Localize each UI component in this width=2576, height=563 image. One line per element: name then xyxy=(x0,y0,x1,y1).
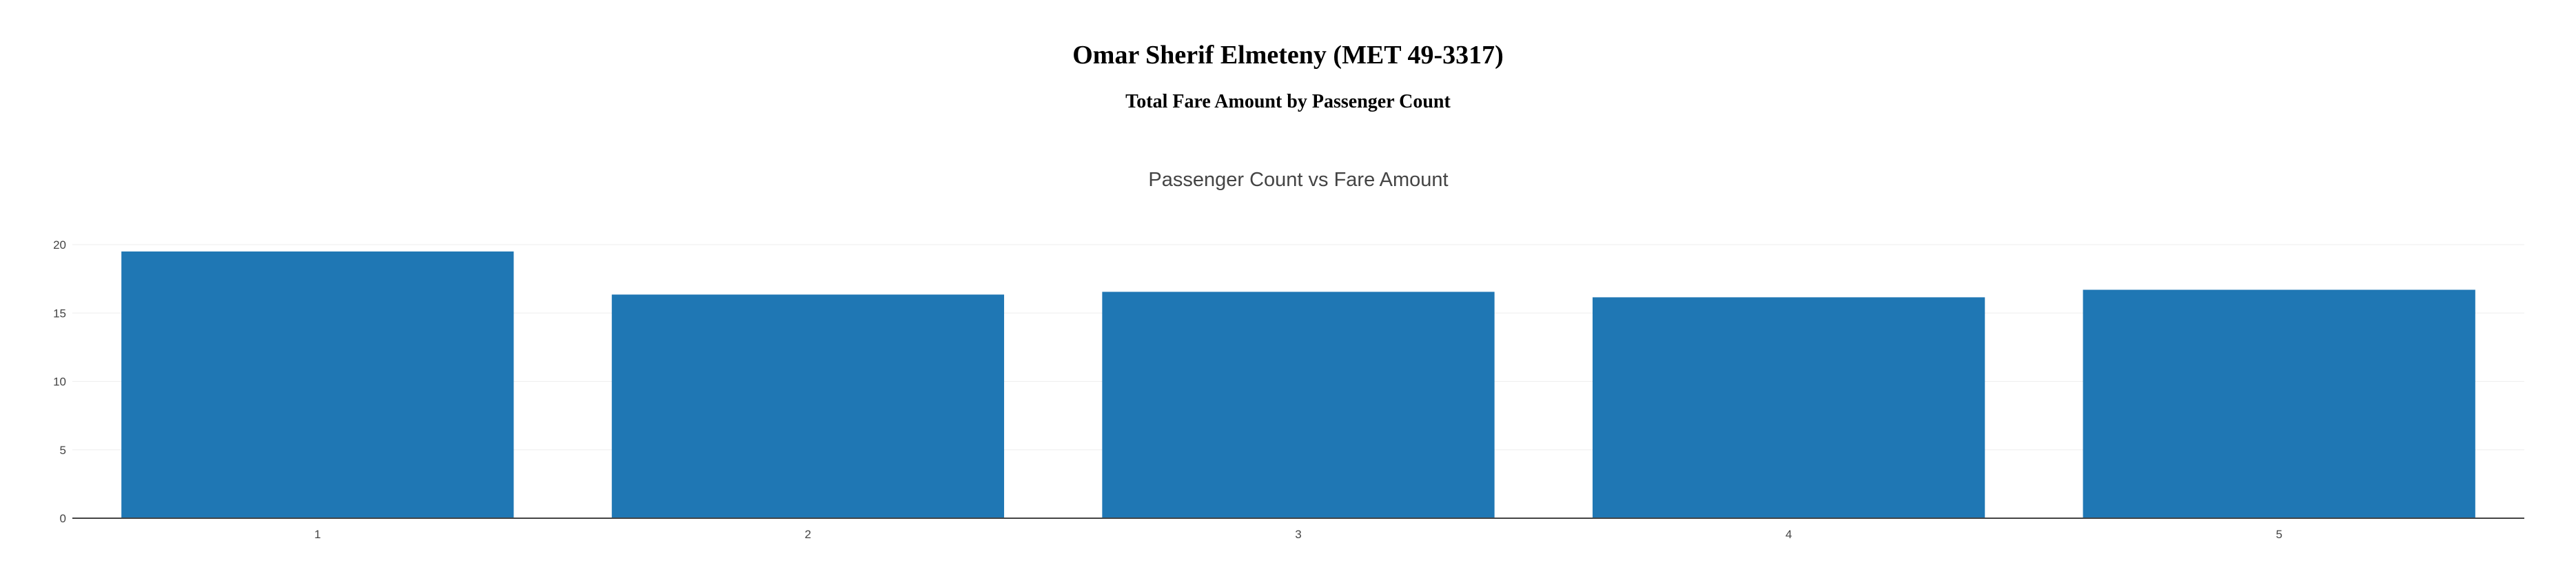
y-tick-label: 15 xyxy=(53,307,66,320)
chart-title: Passenger Count vs Fare Amount xyxy=(1148,169,1448,191)
x-axis-ticks: 1 2 3 4 5 xyxy=(314,528,2282,541)
y-tick-label: 0 xyxy=(60,512,66,525)
x-tick-label: 5 xyxy=(2276,528,2282,541)
page-title: Omar Sherif Elmeteny (MET 49-3317) xyxy=(1072,41,1504,70)
bar-1[interactable] xyxy=(121,251,514,518)
bar-4[interactable] xyxy=(1592,297,1985,518)
x-tick-label: 1 xyxy=(314,528,320,541)
x-tick-label: 3 xyxy=(1295,528,1301,541)
y-tick-label: 10 xyxy=(53,376,66,389)
x-tick-label: 2 xyxy=(805,528,811,541)
x-tick-label: 4 xyxy=(1786,528,1792,541)
y-axis-ticks: 0 5 10 15 20 xyxy=(53,238,66,525)
y-tick-label: 20 xyxy=(53,238,66,252)
bar-5[interactable] xyxy=(2083,289,2475,518)
y-tick-label: 5 xyxy=(60,444,66,457)
bars xyxy=(121,251,2475,518)
bar-3[interactable] xyxy=(1102,291,1495,518)
page-subtitle: Total Fare Amount by Passenger Count xyxy=(1125,91,1451,112)
bar-2[interactable] xyxy=(611,294,1005,518)
